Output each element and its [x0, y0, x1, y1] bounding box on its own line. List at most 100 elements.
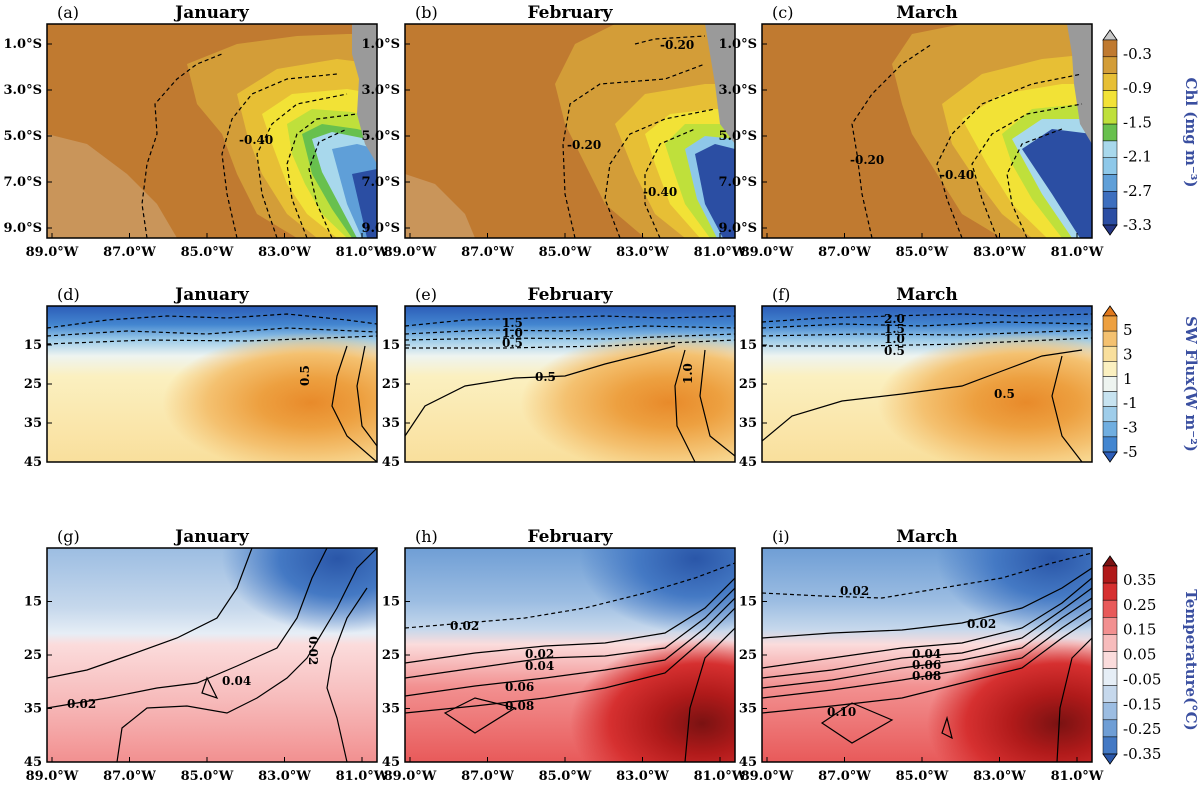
colorbars: -0.3 -0.9 -1.5 -2.1 -2.7 -3.3 Chl (mg m⁻³) 5 3 1 -…: [1102, 29, 1200, 765]
chl-band-6-b: [695, 144, 735, 238]
colorbar-label: Temperature(°C): [1182, 589, 1200, 730]
y-tick-label: 35: [24, 702, 42, 717]
y-tick-label: 25: [739, 377, 757, 392]
axis-labels: (a) January 1.0°S 3.0°S 5.0°S 7.0°S 9.0°S 89.0°…: [3, 3, 1103, 784]
panel-title: February: [527, 527, 613, 547]
panel-letter: (h): [415, 527, 438, 546]
colorbar-swatch: [1102, 107, 1118, 125]
x-tick-label: 87.0°W: [461, 769, 514, 784]
panel-letter: (b): [415, 3, 438, 22]
panel-b: -0.20 -0.20 -0.40: [404, 23, 736, 239]
contour-label: 0.5: [298, 365, 312, 386]
y-tick-label: 45: [382, 755, 400, 770]
contour-label: 0.08: [912, 669, 941, 683]
panel-frame: [761, 23, 1093, 239]
y-tick-label: 7.0°S: [3, 175, 42, 190]
colorbar-tick-label: -0.25: [1123, 720, 1161, 738]
colorbar-tick-label: -5: [1123, 443, 1138, 461]
colorbar-swatch: [1102, 736, 1118, 755]
contour-label: 0.06: [505, 680, 534, 694]
colorbar-tick-label: 0.05: [1123, 646, 1156, 664]
panel-letter: (d): [57, 285, 80, 304]
y-tick-label: 35: [739, 416, 757, 431]
y-tick-label: 15: [739, 595, 757, 610]
panel-e: 1.5 1.0 0.5 0.5 1.0: [404, 305, 736, 463]
y-tick-label: 5.0°S: [361, 129, 400, 144]
colorbar-swatch: [1102, 90, 1118, 108]
panel-title: January: [173, 285, 250, 305]
colorbar-swatch: [1102, 702, 1118, 721]
contour-label: 0.04: [222, 674, 251, 688]
contour-label: 0.02: [840, 584, 869, 598]
colorbar-tick-label: -1.5: [1123, 113, 1152, 131]
y-tick-label: 25: [382, 648, 400, 663]
colorbar-tick-label: -0.35: [1123, 745, 1161, 763]
panel-letter: (i): [772, 527, 790, 546]
y-tick-label: 3.0°S: [718, 83, 757, 98]
chl-light-patch-b: [405, 174, 475, 238]
panel-f: 2.0 1.5 1.0 0.5 0.5: [761, 305, 1093, 463]
contour-label: -0.40: [239, 133, 273, 147]
colorbar-swatch: [1102, 599, 1118, 618]
x-tick-label: 81.0°W: [694, 769, 747, 784]
colorbar-swatch: [1102, 315, 1118, 332]
x-tick-label: 85.0°W: [539, 245, 592, 260]
colorbar-tick-label: -3: [1123, 419, 1138, 437]
y-tick-label: 15: [24, 595, 42, 610]
contour-label: 0.02: [967, 617, 996, 631]
colorbar-tick-label: -3.3: [1123, 216, 1152, 234]
contour-label: -0.20: [567, 138, 601, 152]
x-tick-label: 87.0°W: [103, 245, 156, 260]
colorbar-swatch: [1102, 651, 1118, 669]
contour-label: 0.04: [525, 659, 554, 673]
y-tick-label: 7.0°S: [718, 175, 757, 190]
colorbar-cap-bottom: [1102, 451, 1118, 463]
contour-label: 0.02: [306, 636, 320, 665]
x-tick-label: 85.0°W: [181, 769, 234, 784]
y-tick-label: 25: [739, 648, 757, 663]
colorbar-tick-label: 1: [1123, 370, 1133, 388]
land-mask-b: [705, 24, 735, 144]
y-tick-label: 35: [382, 416, 400, 431]
x-tick-label: 85.0°W: [896, 245, 949, 260]
colorbar-cap-bottom: [1102, 753, 1118, 765]
x-tick-label: 87.0°W: [103, 769, 156, 784]
panel-frame: [404, 23, 736, 239]
panel-title: March: [896, 527, 958, 547]
colorbar-swatch: [1102, 361, 1118, 377]
colorbar-cap-bottom: [1102, 224, 1118, 236]
contour-label: -0.40: [643, 185, 677, 199]
panel-i: 0.02 0.02 0.04 0.06 0.08 0.10: [761, 547, 1093, 763]
colorbar-tick-label: -2.1: [1123, 148, 1152, 166]
y-tick-label: 1.0°S: [3, 37, 42, 52]
x-tick-label: 89.0°W: [26, 245, 79, 260]
temp-cold-i: [762, 548, 1092, 762]
x-tick-label: 83.0°W: [616, 769, 669, 784]
colorbar-tick-label: 5: [1123, 321, 1133, 339]
x-tick-label: 85.0°W: [181, 245, 234, 260]
contour-label: -0.20: [850, 153, 884, 167]
colorbar-swatch: [1102, 685, 1118, 703]
colorbar-swatch: [1102, 56, 1118, 74]
colorbar-swatch: [1102, 191, 1118, 209]
colorbar-swatch: [1102, 617, 1118, 635]
colorbar-cap-top: [1102, 305, 1118, 317]
panel-title: March: [896, 3, 958, 23]
panel-g: 0.02 0.04 0.02: [46, 547, 378, 763]
panel-h: 0.02 0.02 0.04 0.06 0.08: [404, 547, 736, 763]
x-tick-label: 87.0°W: [461, 245, 514, 260]
colorbar-label: SW Flux(W m⁻²): [1182, 316, 1200, 452]
panel-letter: (g): [57, 527, 80, 546]
colorbar-swatch: [1102, 436, 1118, 453]
colorbar-tick-label: -0.9: [1123, 79, 1152, 97]
colorbar-tick-label: -0.3: [1123, 45, 1152, 63]
contour-label: 1.0: [502, 326, 523, 340]
contour-label: 1.5: [884, 322, 905, 336]
y-tick-label: 45: [24, 755, 42, 770]
x-tick-label: 81.0°W: [1051, 769, 1104, 784]
colorbar-tick-label: 0.15: [1123, 621, 1156, 639]
panel-letter: (c): [772, 3, 793, 22]
colorbar-swatch: [1102, 140, 1118, 158]
x-tick-label: 83.0°W: [258, 245, 311, 260]
panel-c: -0.20 -0.40: [761, 23, 1093, 239]
